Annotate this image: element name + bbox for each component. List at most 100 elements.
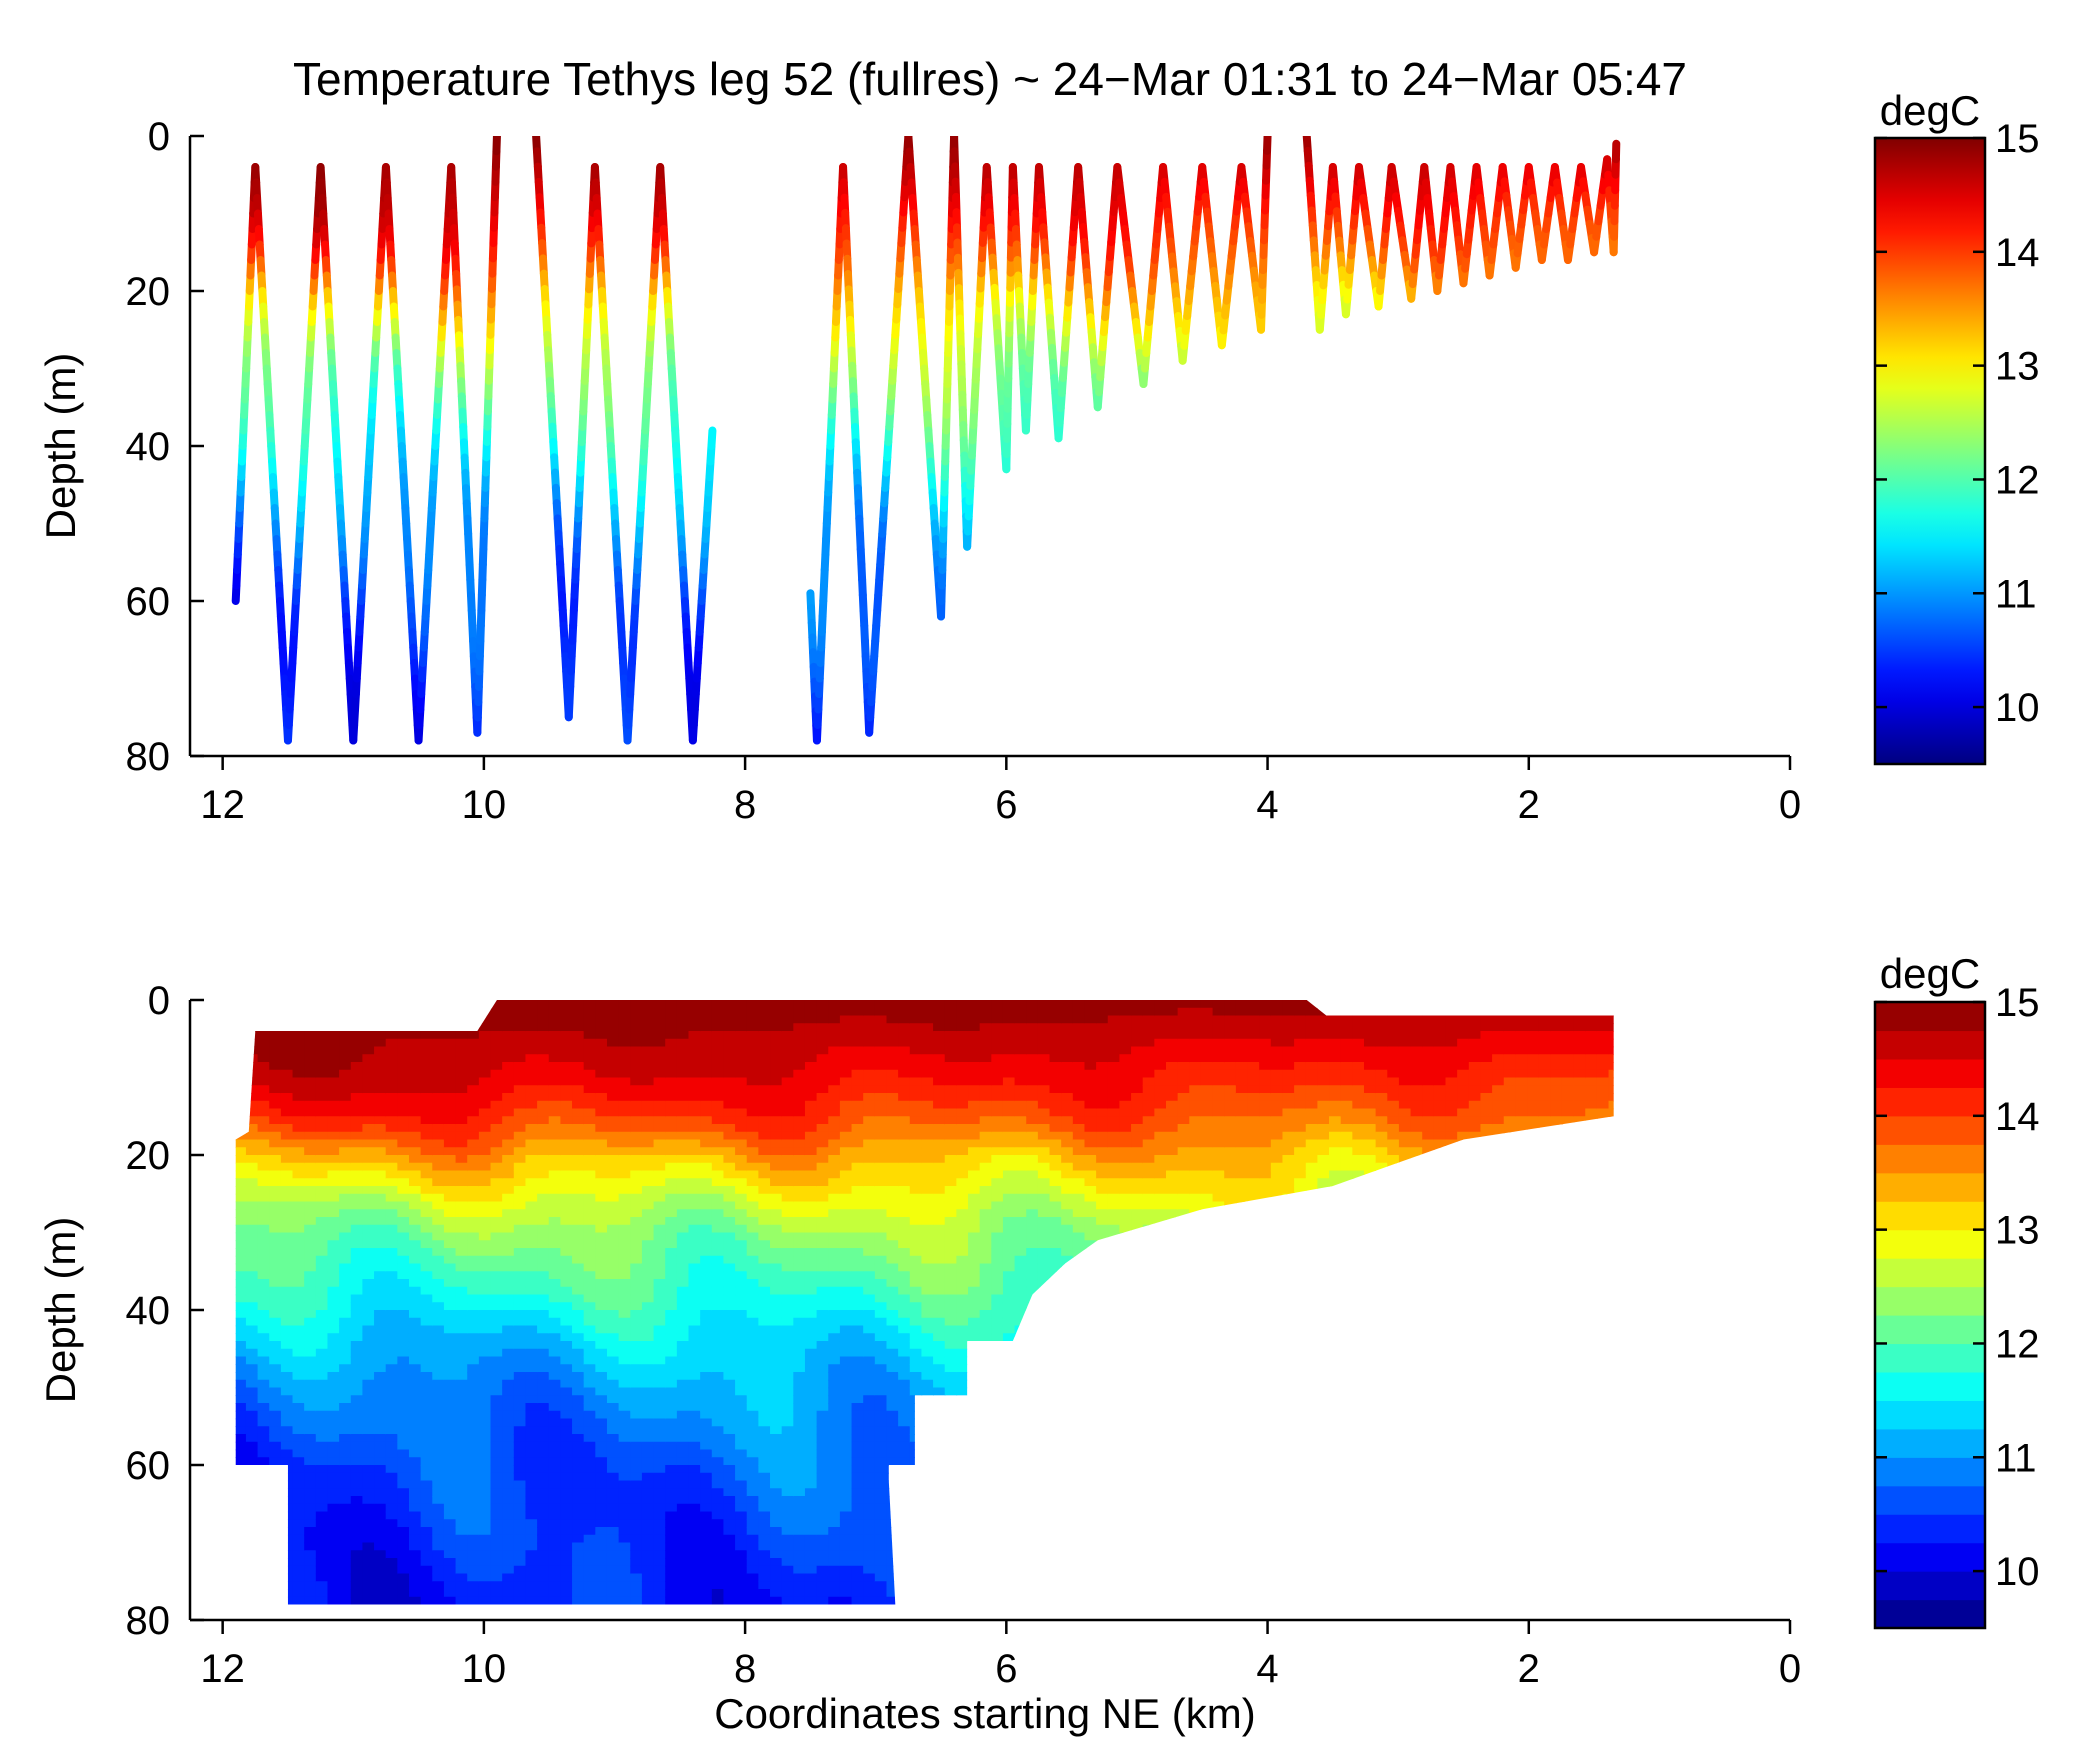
contour-cell-1521 [443, 1007, 457, 1017]
contour-cell-2417 [572, 1131, 585, 1141]
contour-cell-2467 [572, 1519, 585, 1528]
contour-cell-765 [327, 1348, 340, 1358]
contour-cell-3707 [758, 1209, 771, 1218]
contour-cell-1848 [490, 1062, 503, 1071]
contour-cell-2792 [618, 1558, 632, 1567]
contour-cell-773 [327, 1410, 340, 1420]
contour-cell-1096 [374, 1434, 387, 1443]
contour-cell-2590 [595, 1232, 608, 1242]
contour-cell-626 [304, 1511, 317, 1521]
contour-cell-1683 [467, 1023, 480, 1032]
contour-cell-1584 [443, 1496, 457, 1505]
contour-cell-2255 [548, 1116, 562, 1125]
top-colorbar-unit: degC [1880, 87, 1980, 134]
contour-cell-3237 [688, 1286, 701, 1296]
contour-cell-655 [315, 1116, 329, 1125]
contour-cell-2665 [606, 1193, 620, 1203]
contour-cell-2735 [618, 1116, 632, 1125]
contour-cell-2118 [525, 1294, 538, 1304]
contour-cell-1582 [443, 1480, 457, 1490]
contour-cell-1717 [467, 1286, 480, 1296]
contour-cell-3374 [711, 1108, 725, 1118]
contour-cell-1459 [432, 1147, 445, 1156]
contour-cell-3681 [758, 1007, 771, 1017]
contour-cell-646 [315, 1046, 329, 1056]
contour-cell-1754 [467, 1573, 480, 1583]
contour-cell-210 [245, 1387, 259, 1397]
contour-cell-3488 [723, 1372, 736, 1381]
contour-cell-3148 [676, 1217, 690, 1226]
contour-cell-461 [280, 1472, 294, 1482]
contour-cell-2296 [548, 1434, 562, 1443]
contour-cell-195 [245, 1271, 259, 1280]
contour-cell-3540 [735, 1155, 748, 1164]
contour-cell-3581 [735, 1472, 748, 1482]
contour-cell-1736 [467, 1434, 480, 1443]
contour-cell-1853 [490, 1100, 503, 1110]
contour-cell-2120 [525, 1310, 538, 1319]
contour-cell-3330 [700, 1387, 713, 1397]
contour-cell-2116 [525, 1279, 538, 1288]
contour-cell-1866 [490, 1201, 503, 1211]
contour-cell-2999 [653, 1302, 667, 1311]
contour-cell-764 [327, 1341, 340, 1350]
contour-cell-41 [223, 1318, 235, 1327]
contour-cell-1172 [385, 1403, 399, 1412]
contour-cell-2223 [537, 1488, 550, 1497]
contour-cell-2980 [653, 1155, 667, 1164]
contour-cell-1340 [408, 1465, 422, 1474]
contour-cell-761 [327, 1317, 340, 1327]
contour-cell-2641 [606, 1007, 620, 1017]
contour-cell-2213 [537, 1410, 550, 1420]
contour-cell-691 [315, 1395, 329, 1404]
contour-cell-2478 [572, 1605, 584, 1614]
contour-cell-1543 [443, 1178, 457, 1187]
contour-cell-497 [292, 1131, 305, 1141]
contour-cell-2516 [583, 1279, 597, 1288]
contour-cell-1889 [490, 1379, 503, 1389]
contour-cell-2862 [630, 1480, 643, 1490]
contour-cell-1095 [374, 1426, 387, 1435]
contour-cell-3249 [688, 1379, 701, 1389]
contour-cell-1076 [374, 1279, 387, 1288]
contour-cell-3198 [677, 1605, 689, 1614]
contour-cell-2153 [525, 1565, 538, 1575]
contour-cell-3111 [665, 1550, 678, 1559]
contour-cell-3713 [758, 1255, 771, 1265]
contour-cell-2988 [653, 1217, 667, 1226]
contour-cell-1045 [374, 1038, 387, 1048]
contour-cell-3066 [665, 1201, 678, 1211]
contour-cell-602 [304, 1325, 317, 1335]
contour-cell-1228 [397, 1217, 410, 1226]
contour-cell-408 [280, 1062, 294, 1071]
contour-cell-42 [223, 1326, 235, 1335]
contour-cell-543 [292, 1488, 305, 1497]
contour-cell-3527 [735, 1054, 748, 1063]
contour-cell-1146 [385, 1201, 399, 1211]
contour-cell-3020 [653, 1465, 667, 1474]
contour-cell-3382 [711, 1170, 725, 1180]
contour-cell-3113 [665, 1565, 678, 1575]
contour-cell-2754 [618, 1263, 632, 1273]
contour-cell-1871 [490, 1240, 503, 1249]
contour-cell-892 [350, 1093, 364, 1102]
contour-cell-2812 [630, 1093, 643, 1102]
contour-cell-3152 [676, 1248, 690, 1257]
contour-cell-1079 [374, 1302, 387, 1311]
contour-cell-2018 [513, 1139, 527, 1149]
contour-cell-2058 [513, 1449, 527, 1459]
contour-cell-3428 [711, 1527, 725, 1536]
contour-cell-2503 [583, 1178, 597, 1187]
contour-cell-1835 [478, 1581, 492, 1590]
contour-cell-2151 [525, 1550, 538, 1559]
contour-cell-1183 [385, 1488, 399, 1497]
contour-cell-2418 [572, 1139, 585, 1149]
contour-cell-1185 [385, 1503, 399, 1513]
contour-cell-3243 [688, 1333, 701, 1342]
contour-cell-3373 [711, 1100, 725, 1110]
contour-cell-1401 [420, 1317, 434, 1327]
contour-cell-733 [327, 1100, 340, 1110]
contour-cell-3601 [746, 1007, 760, 1017]
contour-cell-1368 [420, 1062, 434, 1071]
contour-cell-3246 [688, 1356, 701, 1366]
